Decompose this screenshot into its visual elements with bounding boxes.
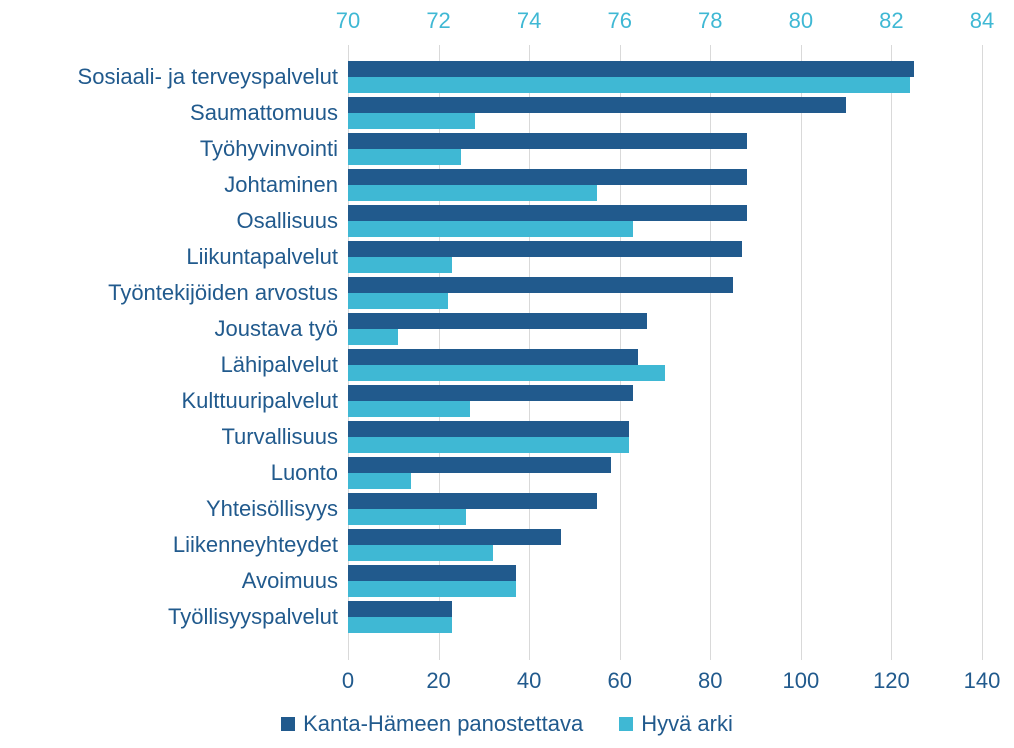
axis-bottom-tick-label: 40 — [504, 668, 554, 694]
legend: Kanta-Hämeen panostettava Hyvä arki — [0, 711, 1014, 737]
bar-hyva-arki — [348, 77, 910, 93]
axis-top-tick-label: 72 — [419, 8, 459, 34]
bar-panostettava — [348, 349, 638, 365]
category-label: Yhteisöllisyys — [206, 496, 338, 522]
axis-top-tick-label: 70 — [328, 8, 368, 34]
bar-hyva-arki — [348, 581, 516, 597]
bar-hyva-arki — [348, 617, 452, 633]
legend-label: Hyvä arki — [641, 711, 733, 737]
bar-hyva-arki — [348, 473, 411, 489]
category-label: Työhyvinvointi — [200, 136, 338, 162]
bar-panostettava — [348, 61, 914, 77]
chart-row: Joustava työ — [348, 311, 982, 347]
axis-bottom-tick-label: 0 — [323, 668, 373, 694]
chart-row: Kulttuuripalvelut — [348, 383, 982, 419]
axis-top-tick-label: 84 — [962, 8, 1002, 34]
category-label: Avoimuus — [242, 568, 338, 594]
axis-top-tick-label: 76 — [600, 8, 640, 34]
dual-axis-bar-chart: Sosiaali- ja terveyspalvelutSaumattomuus… — [0, 0, 1014, 748]
bar-hyva-arki — [348, 329, 398, 345]
bar-panostettava — [348, 457, 611, 473]
bar-panostettava — [348, 277, 733, 293]
bar-hyva-arki — [348, 545, 493, 561]
bar-panostettava — [348, 421, 629, 437]
category-label: Sosiaali- ja terveyspalvelut — [78, 64, 338, 90]
axis-top-tick-label: 82 — [871, 8, 911, 34]
bar-panostettava — [348, 529, 561, 545]
plot-area: Sosiaali- ja terveyspalvelutSaumattomuus… — [348, 45, 982, 660]
axis-bottom-tick-label: 80 — [685, 668, 735, 694]
bar-hyva-arki — [348, 149, 461, 165]
axis-top-tick-label: 74 — [509, 8, 549, 34]
bar-hyva-arki — [348, 401, 470, 417]
category-label: Lähipalvelut — [221, 352, 338, 378]
chart-row: Liikenneyhteydet — [348, 527, 982, 563]
bar-panostettava — [348, 385, 633, 401]
axis-bottom-tick-label: 100 — [776, 668, 826, 694]
chart-row: Avoimuus — [348, 563, 982, 599]
chart-row: Johtaminen — [348, 167, 982, 203]
bar-panostettava — [348, 97, 846, 113]
bar-hyva-arki — [348, 113, 475, 129]
category-label: Luonto — [271, 460, 338, 486]
category-label: Johtaminen — [224, 172, 338, 198]
axis-bottom-tick-label: 120 — [866, 668, 916, 694]
chart-row: Työhyvinvointi — [348, 131, 982, 167]
axis-bottom-tick-label: 20 — [414, 668, 464, 694]
legend-swatch — [619, 717, 633, 731]
chart-row: Osallisuus — [348, 203, 982, 239]
bar-panostettava — [348, 133, 747, 149]
bar-panostettava — [348, 565, 516, 581]
chart-row: Lähipalvelut — [348, 347, 982, 383]
category-label: Liikuntapalvelut — [186, 244, 338, 270]
bar-hyva-arki — [348, 185, 597, 201]
bar-hyva-arki — [348, 509, 466, 525]
bar-hyva-arki — [348, 221, 633, 237]
axis-bottom-tick-label: 140 — [957, 668, 1007, 694]
bar-panostettava — [348, 313, 647, 329]
gridline — [982, 45, 983, 660]
axis-top-tick-label: 78 — [690, 8, 730, 34]
bar-hyva-arki — [348, 293, 448, 309]
category-label: Saumattomuus — [190, 100, 338, 126]
bar-hyva-arki — [348, 365, 665, 381]
chart-row: Työllisyyspalvelut — [348, 599, 982, 635]
chart-row: Liikuntapalvelut — [348, 239, 982, 275]
chart-row: Saumattomuus — [348, 95, 982, 131]
category-label: Osallisuus — [237, 208, 338, 234]
legend-label: Kanta-Hämeen panostettava — [303, 711, 583, 737]
legend-swatch — [281, 717, 295, 731]
axis-bottom-tick-label: 60 — [595, 668, 645, 694]
chart-row: Turvallisuus — [348, 419, 982, 455]
axis-top-tick-label: 80 — [781, 8, 821, 34]
bar-hyva-arki — [348, 257, 452, 273]
legend-item: Kanta-Hämeen panostettava — [281, 711, 583, 737]
chart-row: Sosiaali- ja terveyspalvelut — [348, 59, 982, 95]
bar-panostettava — [348, 205, 747, 221]
category-label: Kulttuuripalvelut — [181, 388, 338, 414]
legend-item: Hyvä arki — [619, 711, 733, 737]
chart-row: Työntekijöiden arvostus — [348, 275, 982, 311]
category-label: Työntekijöiden arvostus — [108, 280, 338, 306]
category-label: Turvallisuus — [221, 424, 338, 450]
category-label: Joustava työ — [214, 316, 338, 342]
bar-panostettava — [348, 169, 747, 185]
category-label: Työllisyyspalvelut — [168, 604, 338, 630]
bar-hyva-arki — [348, 437, 629, 453]
chart-row: Yhteisöllisyys — [348, 491, 982, 527]
bar-panostettava — [348, 241, 742, 257]
bar-panostettava — [348, 493, 597, 509]
chart-row: Luonto — [348, 455, 982, 491]
category-label: Liikenneyhteydet — [173, 532, 338, 558]
bar-panostettava — [348, 601, 452, 617]
